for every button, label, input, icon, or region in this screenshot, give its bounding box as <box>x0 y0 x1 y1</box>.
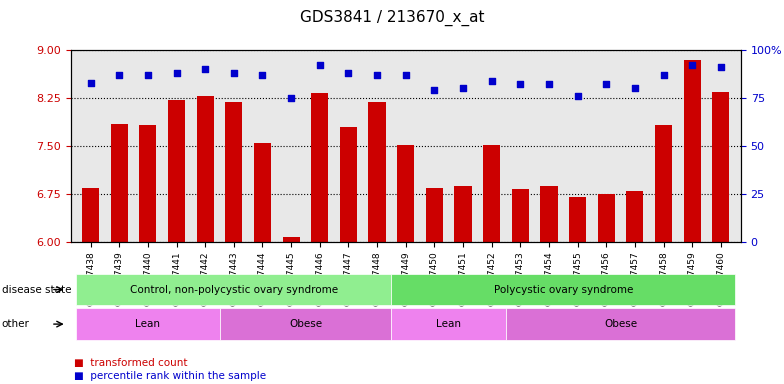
Bar <box>597 194 615 242</box>
Point <box>629 85 641 91</box>
Bar <box>684 60 701 242</box>
Point <box>371 72 383 78</box>
Bar <box>655 126 672 242</box>
Bar <box>368 103 386 242</box>
Bar <box>311 93 328 242</box>
Point <box>256 72 269 78</box>
Point <box>572 93 584 99</box>
Point <box>285 95 297 101</box>
Bar <box>391 308 506 340</box>
Text: GDS3841 / 213670_x_at: GDS3841 / 213670_x_at <box>299 10 485 26</box>
Bar <box>483 145 500 242</box>
Point <box>485 78 498 84</box>
Bar <box>168 100 185 242</box>
Point <box>170 70 183 76</box>
Point <box>657 72 670 78</box>
Point <box>142 72 154 78</box>
Bar <box>626 191 644 242</box>
Point <box>342 70 354 76</box>
Point <box>113 72 125 78</box>
Bar <box>76 308 220 340</box>
Point <box>428 87 441 93</box>
Text: Obese: Obese <box>604 319 637 329</box>
Bar <box>455 185 472 242</box>
Bar <box>712 91 729 242</box>
Point <box>714 64 727 70</box>
Text: Obese: Obese <box>289 319 322 329</box>
Text: Polycystic ovary syndrome: Polycystic ovary syndrome <box>494 285 633 295</box>
Text: disease state: disease state <box>2 285 71 295</box>
Bar <box>426 187 443 242</box>
Point <box>227 70 240 76</box>
Bar <box>197 96 214 242</box>
Bar <box>397 145 414 242</box>
Bar <box>76 274 391 305</box>
Bar <box>391 274 735 305</box>
Point <box>199 66 212 72</box>
Point <box>600 81 612 88</box>
Text: Lean: Lean <box>136 319 161 329</box>
Bar <box>282 237 299 242</box>
Bar <box>220 308 391 340</box>
Bar <box>225 103 242 242</box>
Bar <box>339 127 357 242</box>
Text: other: other <box>2 319 30 329</box>
Bar <box>254 143 271 242</box>
Point <box>85 79 97 86</box>
Point <box>514 81 527 88</box>
Bar <box>569 197 586 242</box>
Text: Control, non-polycystic ovary syndrome: Control, non-polycystic ovary syndrome <box>130 285 338 295</box>
Point <box>543 81 555 88</box>
Point <box>686 62 699 68</box>
Point <box>457 85 470 91</box>
Text: ■  percentile rank within the sample: ■ percentile rank within the sample <box>74 371 267 381</box>
Point <box>399 72 412 78</box>
Bar <box>512 189 529 242</box>
Text: ■  transformed count: ■ transformed count <box>74 358 188 368</box>
Bar <box>540 185 557 242</box>
Bar <box>111 124 128 242</box>
Bar <box>82 187 100 242</box>
Bar <box>140 126 157 242</box>
Text: Lean: Lean <box>436 319 461 329</box>
Point <box>314 62 326 68</box>
Bar <box>506 308 735 340</box>
